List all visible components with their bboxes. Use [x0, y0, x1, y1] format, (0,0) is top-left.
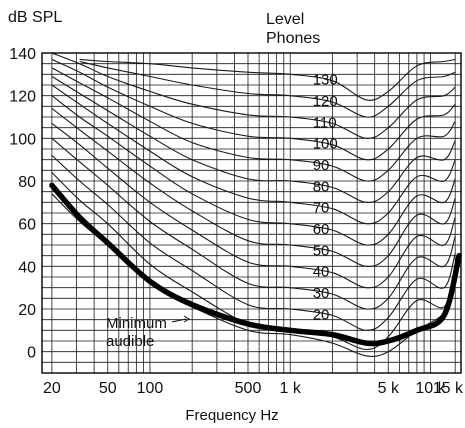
- legend-title-line2: Phones: [266, 30, 320, 47]
- x-tick-labels: 20 50 100 500 1 k 5 k 10 k15 k: [43, 380, 464, 397]
- contour-120-phon: [79, 60, 456, 118]
- y-tick-label: 80: [18, 174, 36, 191]
- phon-label: 50: [313, 242, 330, 259]
- x-tick-label: 1 k: [280, 380, 302, 397]
- contour-70-phon: [51, 84, 456, 225]
- x-tick-label: 10 k: [415, 380, 446, 397]
- phon-labels: 130 120 110 100 90 80 70 60 50 40 30 20: [313, 72, 338, 324]
- contour-100-phon: [51, 58, 456, 161]
- contour-40-phon: [51, 122, 456, 289]
- annotation-line2: audible: [106, 333, 154, 350]
- x-tick-label: 100: [137, 380, 164, 397]
- y-tick-label: 120: [9, 89, 36, 106]
- x-axis-title: Frequency Hz: [185, 407, 278, 424]
- y-tick-label: 100: [9, 131, 36, 148]
- phon-label: 30: [313, 285, 330, 302]
- contour-90-phon: [51, 67, 456, 182]
- phon-label: 20: [313, 306, 330, 323]
- y-tick-labels: 0 20 40 60 80 100 120 140: [9, 46, 36, 362]
- x-tick-label: 15 k: [433, 380, 464, 397]
- contour-60-phon: [51, 95, 456, 246]
- contour-130-phon: [79, 58, 456, 101]
- annotation-arrow: [171, 318, 187, 323]
- x-tick-label: 5 k: [378, 380, 400, 397]
- y-tick-label: 0: [27, 345, 36, 362]
- contour-20-phon: [51, 154, 456, 331]
- x-tick-label: 500: [235, 380, 262, 397]
- phon-label: 120: [313, 93, 338, 110]
- phon-label: 90: [313, 157, 330, 174]
- minimum-audible-curve: [49, 182, 462, 347]
- phon-label: 100: [313, 136, 338, 153]
- contour-30-phon: [51, 137, 456, 310]
- phon-label: 70: [313, 200, 330, 217]
- y-axis-title: dB SPL: [8, 9, 62, 26]
- phon-label: 80: [313, 178, 330, 195]
- plot-frame: [41, 52, 462, 374]
- contour-110-phon: [51, 52, 456, 139]
- contour-lines: [49, 52, 462, 358]
- contour-50-phon: [51, 108, 456, 267]
- legend-title-line1: Level: [266, 11, 304, 28]
- y-tick-label: 140: [9, 46, 36, 63]
- phon-label: 130: [313, 72, 338, 89]
- x-tick-label: 50: [99, 380, 117, 397]
- annotation-line1: Minimum: [106, 315, 167, 332]
- y-tick-label: 40: [18, 259, 36, 276]
- phon-label: 60: [313, 221, 330, 238]
- y-tick-label: 20: [18, 302, 36, 319]
- phon-label: 110: [313, 114, 337, 131]
- contour-80-phon: [51, 76, 456, 203]
- y-tick-label: 60: [18, 217, 36, 234]
- phon-label: 40: [313, 264, 330, 281]
- x-tick-label: 20: [43, 380, 61, 397]
- annotation-arrow-head: [183, 315, 190, 323]
